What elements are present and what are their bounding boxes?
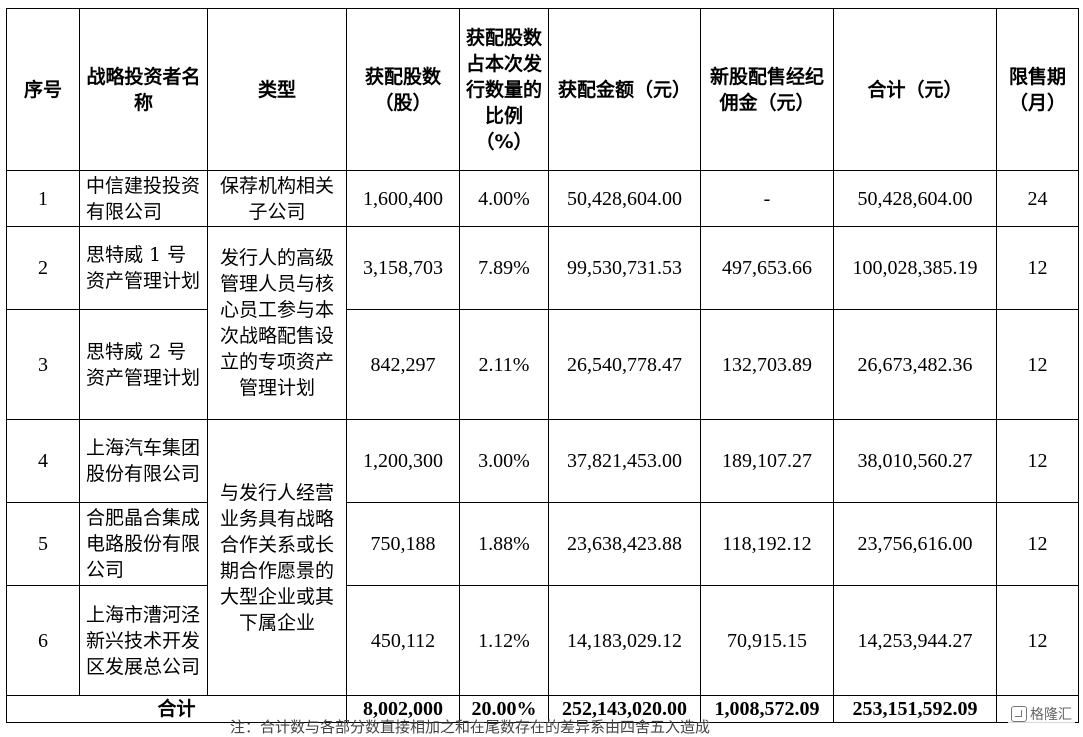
row-ratio: 7.89%: [459, 226, 549, 310]
row-commission: 132,703.89: [700, 309, 834, 420]
row-no: 4: [6, 419, 80, 503]
watermark-text: 格隆汇: [1030, 707, 1072, 723]
row-no: 1: [6, 170, 80, 227]
total-amount: 252,143,020.00: [548, 695, 701, 723]
row-investor: 思特威 2 号资产管理计划: [79, 309, 208, 420]
row-type: 发行人的高级管理人员与核心员工参与本次战略配售设立的专项资产管理计划: [207, 226, 347, 420]
row-shares: 3,158,703: [346, 226, 460, 310]
total-label: 合计: [6, 695, 347, 723]
row-lockup: 12: [996, 585, 1079, 696]
row-lockup: 24: [996, 170, 1079, 227]
header-shares: 获配股数（股）: [346, 8, 460, 171]
allocation-table: 序号 战略投资者名称 类型 获配股数（股） 获配股数占本次发行数量的比例（%） …: [6, 8, 1079, 723]
header-ratio: 获配股数占本次发行数量的比例（%）: [459, 8, 549, 171]
header-row: 序号 战略投资者名称 类型 获配股数（股） 获配股数占本次发行数量的比例（%） …: [6, 8, 1079, 171]
watermark-logo-icon: [1011, 706, 1027, 722]
row-shares: 1,200,300: [346, 419, 460, 503]
total-shares: 8,002,000: [346, 695, 460, 723]
row-investor: 中信建投投资有限公司: [79, 170, 208, 227]
row-lockup: 12: [996, 309, 1079, 420]
row-lockup: 12: [996, 419, 1079, 503]
row-total: 26,673,482.36: [833, 309, 997, 420]
row-type: 保荐机构相关子公司: [207, 170, 347, 227]
row-no: 2: [6, 226, 80, 310]
row-ratio: 4.00%: [459, 170, 549, 227]
row-commission: 118,192.12: [700, 502, 834, 586]
row-amount: 50,428,604.00: [548, 170, 701, 227]
row-commission: 497,653.66: [700, 226, 834, 310]
row-amount: 14,183,029.12: [548, 585, 701, 696]
row-ratio: 1.12%: [459, 585, 549, 696]
header-no: 序号: [6, 8, 80, 171]
total-commission: 1,008,572.09: [700, 695, 834, 723]
row-investor: 思特威 1 号资产管理计划: [79, 226, 208, 310]
header-total: 合计（元）: [833, 8, 997, 171]
row-amount: 99,530,731.53: [548, 226, 701, 310]
header-amount: 获配金额（元）: [548, 8, 701, 171]
row-total: 50,428,604.00: [833, 170, 997, 227]
header-type: 类型: [207, 8, 347, 171]
row-total: 14,253,944.27: [833, 585, 997, 696]
row-shares: 1,600,400: [346, 170, 460, 227]
row-type: 与发行人经营业务具有战略合作关系或长期合作愿景的大型企业或其下属企业: [207, 419, 347, 696]
row-investor: 上海汽车集团股份有限公司: [79, 419, 208, 503]
table-row: 3 思特威 2 号资产管理计划 842,297 2.11% 26,540,778…: [6, 309, 1079, 420]
row-ratio: 1.88%: [459, 502, 549, 586]
table-row: 4 上海汽车集团股份有限公司 与发行人经营业务具有战略合作关系或长期合作愿景的大…: [6, 419, 1079, 696]
row-ratio: 2.11%: [459, 309, 549, 420]
header-commission: 新股配售经纪佣金（元）: [700, 8, 834, 171]
table-row: 2 思特威 1 号资产管理计划 发行人的高级管理人员与核心员工参与本次战略配售设…: [6, 226, 1079, 420]
watermark: 格隆汇: [1008, 704, 1075, 724]
footnote: 注：合计数与各部分数直接相加之和在尾数存在的差异系由四舍五入造成: [230, 718, 711, 736]
row-commission: 189,107.27: [700, 419, 834, 503]
row-lockup: 12: [996, 226, 1079, 310]
row-ratio: 3.00%: [459, 419, 549, 503]
row-investor: 合肥晶合集成电路股份有限公司: [79, 502, 208, 586]
row-no: 3: [6, 309, 80, 420]
table-row: 1 中信建投投资有限公司 保荐机构相关子公司 1,600,400 4.00% 5…: [6, 170, 1079, 227]
row-total: 38,010,560.27: [833, 419, 997, 503]
row-lockup: 12: [996, 502, 1079, 586]
total-total: 253,151,592.09: [833, 695, 997, 723]
row-no: 6: [6, 585, 80, 696]
row-amount: 26,540,778.47: [548, 309, 701, 420]
row-shares: 842,297: [346, 309, 460, 420]
row-shares: 450,112: [346, 585, 460, 696]
row-total: 100,028,385.19: [833, 226, 997, 310]
row-total: 23,756,616.00: [833, 502, 997, 586]
table-row: 6 上海市漕河泾新兴技术开发区发展总公司 450,112 1.12% 14,18…: [6, 585, 1079, 696]
table-row: 5 合肥晶合集成电路股份有限公司 750,188 1.88% 23,638,42…: [6, 502, 1079, 586]
row-amount: 37,821,453.00: [548, 419, 701, 503]
header-lockup: 限售期（月）: [996, 8, 1079, 171]
row-commission: -: [700, 170, 834, 227]
header-investor: 战略投资者名称: [79, 8, 208, 171]
row-shares: 750,188: [346, 502, 460, 586]
row-commission: 70,915.15: [700, 585, 834, 696]
row-investor: 上海市漕河泾新兴技术开发区发展总公司: [79, 585, 208, 696]
row-no: 5: [6, 502, 80, 586]
row-amount: 23,638,423.88: [548, 502, 701, 586]
